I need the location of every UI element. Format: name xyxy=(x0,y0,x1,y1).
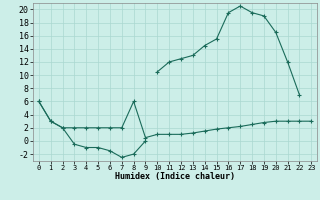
X-axis label: Humidex (Indice chaleur): Humidex (Indice chaleur) xyxy=(115,172,235,181)
